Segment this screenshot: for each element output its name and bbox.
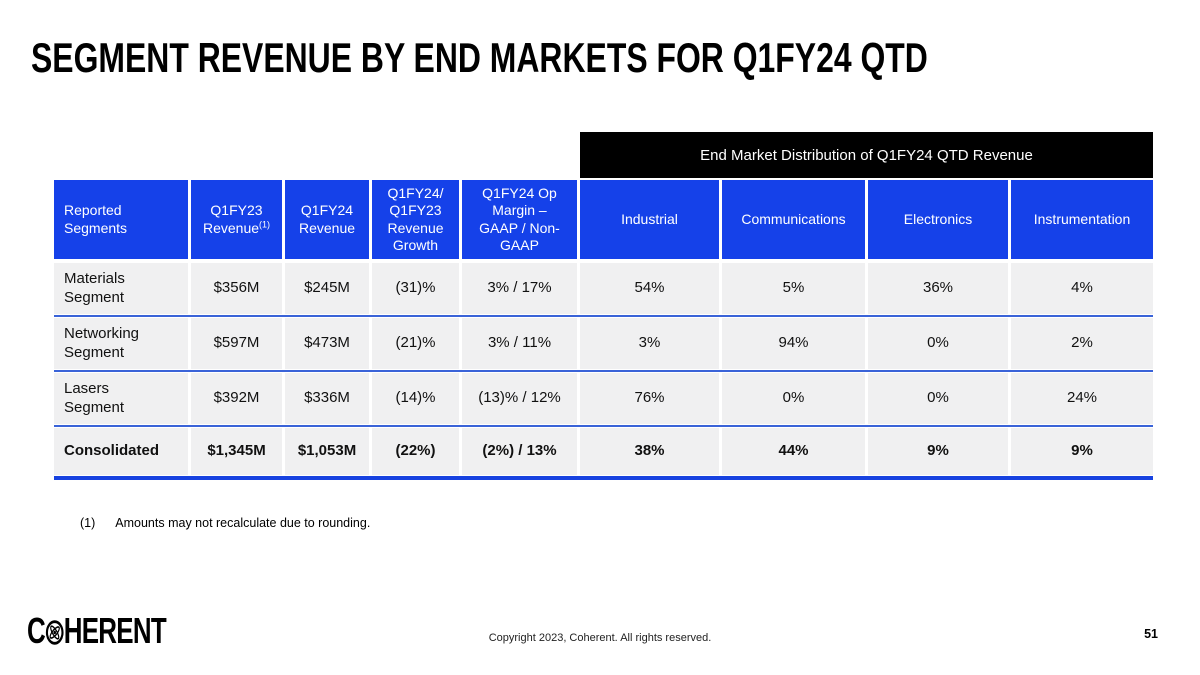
cell-op-margin: (13)% / 12% [462, 373, 577, 424]
cell-growth: (21)% [372, 318, 459, 369]
cell-communications: 0% [722, 373, 865, 424]
header-revenue-growth: Q1FY24/ Q1FY23 Revenue Growth [372, 180, 459, 259]
cell-industrial: 3% [580, 318, 719, 369]
cell-communications: 44% [722, 428, 865, 475]
cell-segment: Networking Segment [54, 318, 188, 369]
cell-segment: Lasers Segment [54, 373, 188, 424]
cell-q1fy24: $1,053M [285, 428, 369, 475]
logo-letter-c: C [27, 610, 46, 651]
row-separator [54, 370, 1153, 372]
table-row-consolidated: Consolidated $1,345M $1,053M (22%) (2%) … [54, 428, 1153, 475]
header-electronics: Electronics [868, 180, 1008, 259]
cell-instrumentation: 2% [1011, 318, 1153, 369]
cell-communications: 94% [722, 318, 865, 369]
header-q1fy23-revenue: Q1FY23 Revenue(1) [191, 180, 282, 259]
page-title: SEGMENT REVENUE BY END MARKETS FOR Q1FY2… [31, 34, 928, 81]
cell-industrial: 38% [580, 428, 719, 475]
row-separator [54, 315, 1153, 317]
coherent-logo: C HERENT [27, 610, 167, 651]
header-reported-segments: Reported Segments [54, 180, 188, 259]
row-separator [54, 425, 1153, 427]
cell-q1fy23: $356M [191, 263, 282, 314]
cell-q1fy24: $336M [285, 373, 369, 424]
footnote-marker: (1) [80, 516, 96, 530]
cell-instrumentation: 4% [1011, 263, 1153, 314]
segment-revenue-table: End Market Distribution of Q1FY24 QTD Re… [54, 132, 1153, 480]
cell-electronics: 9% [868, 428, 1008, 475]
cell-electronics: 36% [868, 263, 1008, 314]
cell-q1fy24: $245M [285, 263, 369, 314]
cell-q1fy23: $597M [191, 318, 282, 369]
header-communications: Communications [722, 180, 865, 259]
footnote-marker-superscript: (1) [259, 218, 271, 229]
spanner-row: End Market Distribution of Q1FY24 QTD Re… [54, 132, 1153, 178]
cell-industrial: 54% [580, 263, 719, 314]
header-instrumentation: Instrumentation [1011, 180, 1153, 259]
copyright-text: Copyright 2023, Coherent. All rights res… [488, 632, 712, 644]
header-industrial: Industrial [580, 180, 719, 259]
table-row-lasers: Lasers Segment $392M $336M (14)% (13)% /… [54, 373, 1153, 424]
cell-growth: (31)% [372, 263, 459, 314]
cell-instrumentation: 9% [1011, 428, 1153, 475]
table-row-materials: Materials Segment $356M $245M (31)% 3% /… [54, 263, 1153, 314]
cell-segment: Consolidated [54, 428, 188, 475]
table-bottom-border [54, 476, 1153, 480]
cell-industrial: 76% [580, 373, 719, 424]
header-op-margin: Q1FY24 Op Margin – GAAP / Non- GAAP [462, 180, 577, 259]
cell-q1fy23: $392M [191, 373, 282, 424]
cell-growth: (14)% [372, 373, 459, 424]
cell-growth: (22%) [372, 428, 459, 475]
footnote: (1) Amounts may not recalculate due to r… [80, 516, 370, 530]
cell-q1fy23: $1,345M [191, 428, 282, 475]
cell-electronics: 0% [868, 373, 1008, 424]
cell-instrumentation: 24% [1011, 373, 1153, 424]
cell-segment: Materials Segment [54, 263, 188, 314]
cell-q1fy24: $473M [285, 318, 369, 369]
end-market-distribution-header: End Market Distribution of Q1FY24 QTD Re… [580, 132, 1153, 178]
cell-op-margin: 3% / 11% [462, 318, 577, 369]
cell-communications: 5% [722, 263, 865, 314]
atom-icon [45, 617, 64, 646]
cell-op-margin: (2%) / 13% [462, 428, 577, 475]
page-number: 51 [1144, 627, 1158, 641]
table-header-row: Reported Segments Q1FY23 Revenue(1) Q1FY… [54, 180, 1153, 259]
header-q1fy24-revenue: Q1FY24 Revenue [285, 180, 369, 259]
cell-electronics: 0% [868, 318, 1008, 369]
table-row-networking: Networking Segment $597M $473M (21)% 3% … [54, 318, 1153, 369]
footnote-text: Amounts may not recalculate due to round… [115, 516, 371, 530]
cell-op-margin: 3% / 17% [462, 263, 577, 314]
logo-letters-rest: HERENT [63, 610, 167, 651]
